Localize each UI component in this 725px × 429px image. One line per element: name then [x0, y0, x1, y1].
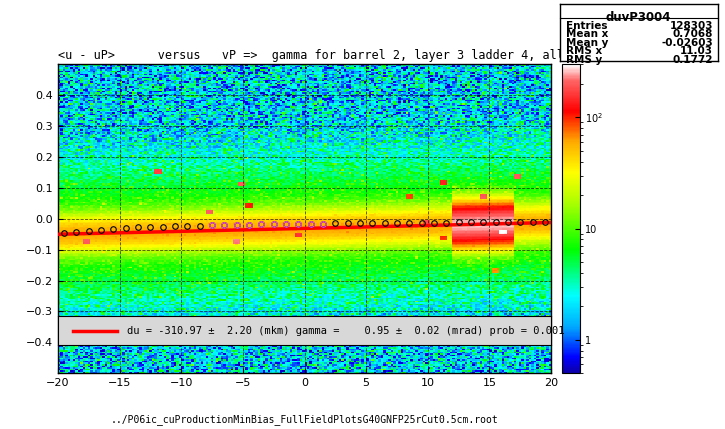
Text: ../P06ic_cuProductionMinBias_FullFieldPlotsG40GNFP25rCut0.5cm.root: ../P06ic_cuProductionMinBias_FullFieldPl… [111, 414, 498, 425]
Text: duvP3004: duvP3004 [606, 11, 671, 24]
Text: Entries: Entries [566, 21, 608, 31]
Text: 0.1772: 0.1772 [673, 55, 713, 65]
Text: -0.02603: -0.02603 [661, 38, 713, 48]
Text: 0.7068: 0.7068 [673, 29, 713, 39]
Text: Mean x: Mean x [566, 29, 608, 39]
Text: 128303: 128303 [669, 21, 713, 31]
Text: RMS y: RMS y [566, 55, 602, 65]
Text: RMS x: RMS x [566, 46, 602, 56]
Text: 11.03: 11.03 [680, 46, 713, 56]
Text: du = -310.97 ±  2.20 (mkm) gamma =    0.95 ±  0.02 (mrad) prob = 0.001: du = -310.97 ± 2.20 (mkm) gamma = 0.95 ±… [127, 326, 565, 336]
Text: Mean y: Mean y [566, 38, 608, 48]
Text: <u - uP>      versus   vP =>  gamma for barrel 2, layer 3 ladder 4, all wafers: <u - uP> versus vP => gamma for barrel 2… [58, 49, 614, 62]
